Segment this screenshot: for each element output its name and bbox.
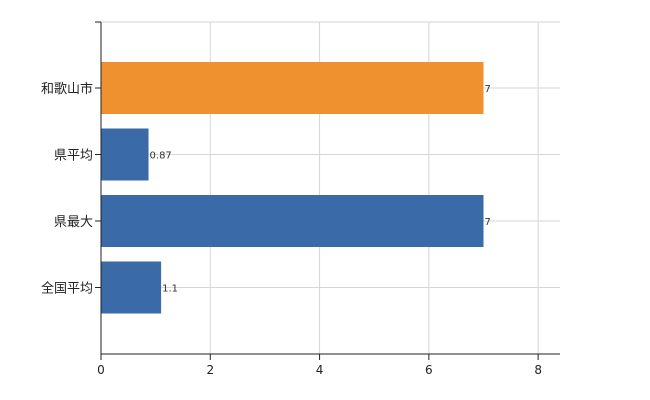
category-label: 県最大 — [54, 215, 93, 230]
x-tick-label: 6 — [425, 363, 433, 377]
data-label: 7 — [485, 217, 491, 228]
category-label: 県平均 — [54, 149, 93, 164]
bars — [101, 62, 484, 314]
data-labels: 7 0.87 7 1.1 — [150, 84, 491, 295]
x-tick-label: 8 — [534, 363, 542, 377]
bar — [101, 195, 484, 247]
category-label: 全国平均 — [41, 281, 93, 297]
data-label: 7 — [485, 84, 491, 95]
bar — [101, 62, 484, 114]
data-label: 1.1 — [162, 284, 178, 295]
x-tick-label: 0 — [97, 363, 105, 377]
x-tick-label: 2 — [206, 363, 214, 377]
category-label: 和歌山市 — [41, 81, 93, 97]
bar — [101, 128, 149, 181]
x-tick-label: 4 — [316, 363, 324, 377]
data-label: 0.87 — [150, 151, 172, 162]
bar — [101, 261, 162, 314]
